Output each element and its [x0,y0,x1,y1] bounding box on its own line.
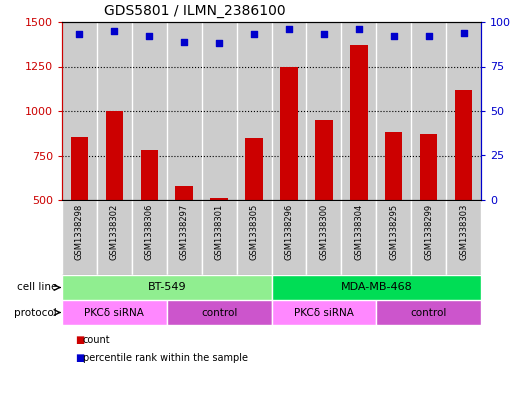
Point [215,40,223,46]
Point [110,28,119,34]
Bar [62,200,97,275]
Text: GSM1338303: GSM1338303 [459,204,468,260]
Bar [167,300,271,325]
Text: GSM1338302: GSM1338302 [110,204,119,260]
Bar [62,300,167,325]
Text: GDS5801 / ILMN_2386100: GDS5801 / ILMN_2386100 [104,4,286,18]
Text: GSM1338296: GSM1338296 [285,204,293,260]
Bar [411,200,446,275]
Point [320,31,328,38]
Bar [245,138,263,289]
Text: GSM1338301: GSM1338301 [214,204,224,260]
Bar [446,200,481,275]
Bar [97,200,132,275]
Bar [202,200,236,275]
Bar [106,111,123,289]
Point [145,33,153,39]
Bar [376,300,481,325]
Bar [236,22,271,200]
Bar [342,200,376,275]
Text: percentile rank within the sample: percentile rank within the sample [83,353,248,363]
Bar [141,150,158,289]
Bar [271,22,306,200]
Bar [271,300,376,325]
Bar [455,90,472,289]
Bar [411,22,446,200]
Bar [62,275,271,300]
Bar [71,137,88,289]
Text: GSM1338305: GSM1338305 [249,204,258,260]
Bar [306,200,342,275]
Bar [202,22,236,200]
Point [390,33,398,39]
Bar [315,120,333,289]
Text: GSM1338299: GSM1338299 [424,204,433,260]
Text: GSM1338304: GSM1338304 [354,204,363,260]
Text: count: count [83,335,110,345]
Bar [210,198,228,289]
Bar [132,22,167,200]
Text: BT-549: BT-549 [147,283,186,292]
Text: GSM1338300: GSM1338300 [320,204,328,260]
Bar [446,22,481,200]
Text: cell line: cell line [17,283,57,292]
Point [285,26,293,32]
Point [459,29,468,36]
Bar [350,45,368,289]
Text: GSM1338297: GSM1338297 [180,204,189,260]
Point [355,26,363,32]
Bar [342,22,376,200]
Bar [306,22,342,200]
Bar [167,200,202,275]
Bar [236,200,271,275]
Point [250,31,258,38]
Text: GSM1338306: GSM1338306 [145,204,154,260]
Text: control: control [411,307,447,318]
Bar [176,186,193,289]
Bar [62,22,97,200]
Text: control: control [201,307,237,318]
Bar [271,200,306,275]
Point [180,39,188,45]
Bar [280,66,298,289]
Text: PKCδ siRNA: PKCδ siRNA [84,307,144,318]
Bar [97,22,132,200]
Point [425,33,433,39]
Text: ■: ■ [75,335,84,345]
Text: MDA-MB-468: MDA-MB-468 [340,283,412,292]
Text: protocol: protocol [14,307,57,318]
Bar [376,200,411,275]
Bar [271,275,481,300]
Text: GSM1338295: GSM1338295 [389,204,398,260]
Bar [420,134,437,289]
Text: ■: ■ [75,353,84,363]
Point [75,31,84,38]
Bar [167,22,202,200]
Bar [385,132,402,289]
Bar [132,200,167,275]
Text: GSM1338298: GSM1338298 [75,204,84,260]
Bar [376,22,411,200]
Text: PKCδ siRNA: PKCδ siRNA [294,307,354,318]
